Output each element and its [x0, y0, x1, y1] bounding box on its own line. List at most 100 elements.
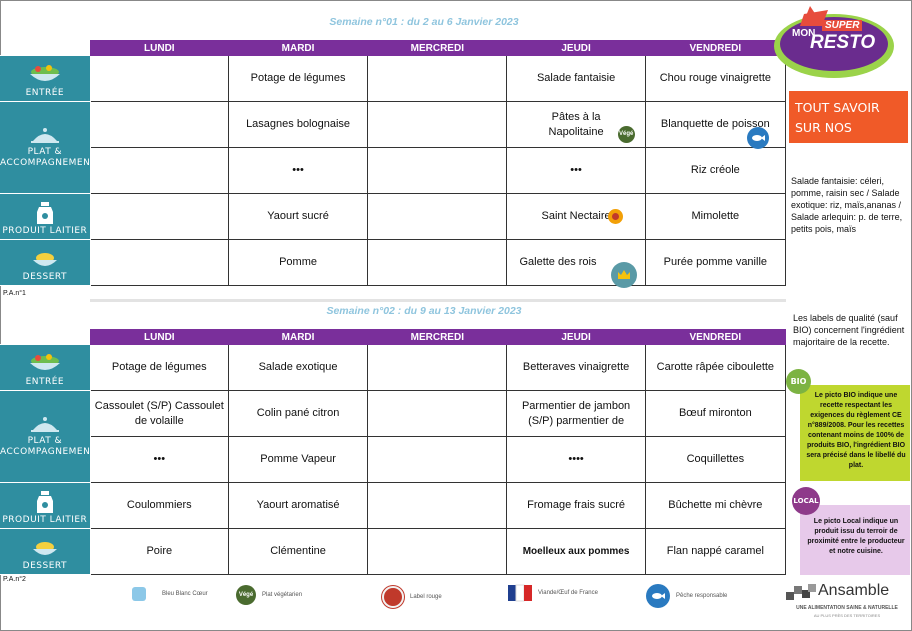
menu-cell: Yaourt sucré	[227, 193, 369, 240]
menu-cell	[367, 147, 508, 194]
pan-label: P.A.n°1	[3, 290, 26, 297]
label-rouge-icon	[607, 209, 623, 224]
fish-badge-icon	[747, 127, 769, 149]
menu-cell	[89, 193, 229, 240]
vege-icon: Végé	[236, 585, 256, 605]
legend-peche: Pêche responsable	[646, 584, 727, 608]
day-header: LUNDI	[89, 40, 229, 56]
france-flag-icon	[508, 584, 532, 602]
crown-badge-icon	[610, 262, 637, 288]
category-dessert: DESSERT	[0, 528, 91, 575]
menu-cell	[89, 101, 229, 148]
category-plat: PLAT & ACCOMPAGNEMENT	[0, 390, 96, 483]
day-header: MERCREDI	[367, 40, 508, 56]
day-header: VENDREDI	[644, 40, 787, 56]
legend-france: Viande/Œuf de France	[508, 582, 598, 604]
menu-cell: Parmentier de jambon (S/P) parmentier de	[506, 390, 646, 437]
menu-cell	[367, 528, 508, 575]
menu-cell: Cassoulet (S/P) Cassoulet de volaille	[89, 390, 229, 437]
menu-cell	[89, 147, 229, 194]
menu-cell: Betteraves vinaigrette	[506, 344, 646, 391]
tagline-text: TOUT SAVOIR SUR NOS RECETTES	[795, 100, 880, 155]
menu-cell: Clémentine	[227, 528, 369, 575]
menu-cell: Yaourt aromatisé	[227, 482, 369, 529]
salad-bowl-icon	[29, 354, 60, 370]
menu-row-laitier: PRODUIT LAITIER Coulommiers Yaourt aroma…	[0, 482, 787, 529]
menu-cell: Flan nappé caramel	[644, 528, 787, 575]
tagline-banner	[789, 91, 908, 143]
menu-row-laitier: PRODUIT LAITIER Yaourt sucré Saint Necta…	[0, 193, 787, 240]
menu-cell	[367, 239, 508, 286]
menu-cell	[89, 55, 229, 102]
menu-row-entree: ENTRÉE Potage de légumes Salade fantaisi…	[0, 55, 787, 102]
week1-title: Semaine n°01 : du 2 au 6 Janvier 2023	[329, 16, 519, 28]
menu-cell	[367, 390, 508, 437]
dessert-bowl-icon	[32, 542, 57, 555]
menu-cell: Blanquette de poisson	[644, 101, 787, 149]
menu-cell: Pomme Vapeur	[227, 436, 369, 483]
salad-note: Salade fantaisie: céleri, pomme, raisin …	[791, 176, 903, 234]
menu-row-plat: PLAT & ACCOMPAGNEMENT Lasagnes bolognaise…	[0, 101, 787, 194]
label-rouge-icon	[382, 586, 404, 608]
day-header: LUNDI	[89, 329, 229, 345]
menu-cell: Purée pomme vanille	[644, 239, 787, 286]
logo-super: SUPER	[822, 20, 863, 31]
week2-title: Semaine n°02 : du 9 au 13 Janvier 2023	[326, 305, 522, 317]
menu-cell: Mimolette	[644, 193, 787, 240]
category-entree: ENTRÉE	[0, 55, 91, 102]
corner	[0, 330, 90, 345]
menu-cell: Lasagnes bolognaise	[227, 101, 369, 148]
menu-cell: ••••	[506, 436, 646, 483]
day-header: MARDI	[227, 329, 369, 345]
logo-resto: RESTO	[810, 32, 876, 53]
menu-cell: Chou rouge vinaigrette	[644, 55, 787, 102]
menu-row-entree: ENTRÉE Potage de légumes Salade exotique…	[0, 344, 787, 391]
ansamble-mark-icon	[786, 584, 816, 600]
legend-vege: Végé Plat végétarien	[236, 585, 302, 605]
menu-row-plat: PLAT & ACCOMPAGNEMENT Cassoulet (S/P) Cas…	[0, 390, 787, 483]
vege-badge-icon: Végé	[617, 126, 635, 143]
cloche-icon	[30, 416, 59, 432]
day-header: MERCREDI	[367, 329, 508, 345]
bleu-blanc-coeur-icon	[132, 587, 146, 601]
bio-badge-icon: BIO	[786, 369, 811, 394]
menu-row-dessert: DESSERT Poire Clémentine Moelleux aux po…	[0, 528, 787, 575]
menu-cell: Moelleux aux pommes	[506, 528, 646, 575]
corner	[0, 41, 90, 56]
menu-cell	[367, 101, 508, 148]
category-laitier: PRODUIT LAITIER	[0, 193, 91, 240]
menu-cell: Coquillettes	[644, 436, 787, 483]
logo-mon: MON	[792, 28, 816, 39]
menu-cell: •••	[89, 436, 229, 483]
day-header: MARDI	[227, 40, 369, 56]
menu-cell: Bœuf mironton	[644, 390, 787, 437]
ansamble-logo: Ansamble UNE ALIMENTATION SAINE & NATURE…	[786, 582, 908, 626]
menu-cell: Potage de légumes	[89, 344, 229, 391]
mon-super-resto-logo: MON SUPER RESTO	[770, 4, 898, 84]
category-dessert: DESSERT	[0, 239, 91, 286]
menu-cell: Potage de légumes	[227, 55, 369, 102]
menu-cell	[367, 344, 508, 391]
menu-cell: Saint Nectaire	[506, 193, 646, 240]
day-header: JEUDI	[506, 40, 646, 56]
menu-cell: Galette des rois	[506, 239, 646, 288]
menu-cell: Poire	[89, 528, 229, 575]
menu-cell: Carotte râpée ciboulette	[644, 344, 787, 391]
menu-cell: Pâtes à la Napolitaine Végé	[506, 101, 646, 148]
pan-label: P.A.n°2	[3, 576, 26, 583]
menu-cell: •••	[227, 147, 369, 194]
menu-row-accompagnement: ••• Pomme Vapeur •••• Coquillettes	[0, 436, 787, 483]
milk-can-icon	[36, 202, 53, 224]
salad-bowl-icon	[29, 65, 60, 81]
category-laitier: PRODUIT LAITIER	[0, 482, 91, 529]
menu-cell: Colin pané citron	[227, 390, 369, 437]
legend-label-rouge: Label rouge	[382, 586, 442, 608]
menu-cell: Riz créole	[644, 147, 787, 194]
menu-cell: Bûchette mi chèvre	[644, 482, 787, 529]
menu-cell	[89, 239, 229, 286]
menu-cell: Salade fantaisie	[506, 55, 646, 102]
menu-cell	[367, 436, 508, 483]
menu-cell: Fromage frais sucré	[506, 482, 646, 529]
menu-cell: Pomme	[227, 239, 369, 286]
menu-cell	[367, 193, 508, 240]
